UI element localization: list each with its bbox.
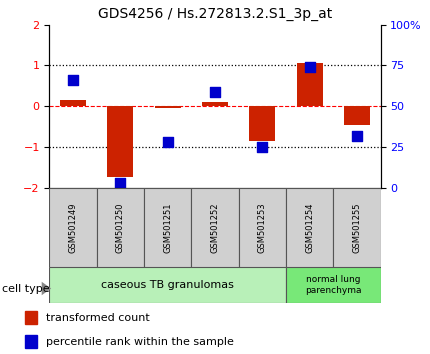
Point bbox=[259, 144, 266, 150]
Bar bbox=[155, 106, 181, 108]
Point bbox=[70, 77, 77, 83]
Text: GSM501255: GSM501255 bbox=[353, 202, 361, 253]
Bar bbox=[202, 102, 228, 106]
Text: normal lung
parenchyma: normal lung parenchyma bbox=[305, 275, 362, 295]
Point bbox=[306, 64, 313, 70]
Bar bbox=[60, 100, 86, 106]
Bar bbox=[286, 188, 333, 267]
Bar bbox=[49, 188, 97, 267]
Text: GSM501254: GSM501254 bbox=[305, 202, 314, 253]
Bar bbox=[297, 63, 322, 106]
Point bbox=[353, 133, 360, 138]
Text: cell type: cell type bbox=[2, 284, 50, 293]
Point bbox=[164, 139, 171, 145]
Bar bbox=[108, 106, 133, 177]
Bar bbox=[144, 188, 191, 267]
Text: GSM501252: GSM501252 bbox=[211, 202, 219, 253]
Text: caseous TB granulomas: caseous TB granulomas bbox=[101, 280, 234, 290]
Bar bbox=[239, 188, 286, 267]
Bar bbox=[49, 267, 286, 303]
Bar bbox=[191, 188, 239, 267]
Bar bbox=[344, 106, 370, 125]
Text: GSM501253: GSM501253 bbox=[258, 202, 267, 253]
Point bbox=[212, 89, 218, 95]
Point bbox=[117, 180, 124, 185]
Bar bbox=[333, 188, 381, 267]
Bar bbox=[249, 106, 275, 141]
Text: transformed count: transformed count bbox=[46, 313, 150, 323]
Text: GSM501249: GSM501249 bbox=[69, 202, 77, 253]
Bar bbox=[97, 188, 144, 267]
Bar bbox=[286, 267, 381, 303]
Title: GDS4256 / Hs.272813.2.S1_3p_at: GDS4256 / Hs.272813.2.S1_3p_at bbox=[98, 7, 332, 21]
Text: GSM501251: GSM501251 bbox=[163, 202, 172, 253]
Bar bbox=[25, 335, 37, 348]
Text: GSM501250: GSM501250 bbox=[116, 202, 125, 253]
Polygon shape bbox=[42, 282, 51, 295]
Text: percentile rank within the sample: percentile rank within the sample bbox=[46, 337, 233, 347]
Bar bbox=[25, 312, 37, 324]
